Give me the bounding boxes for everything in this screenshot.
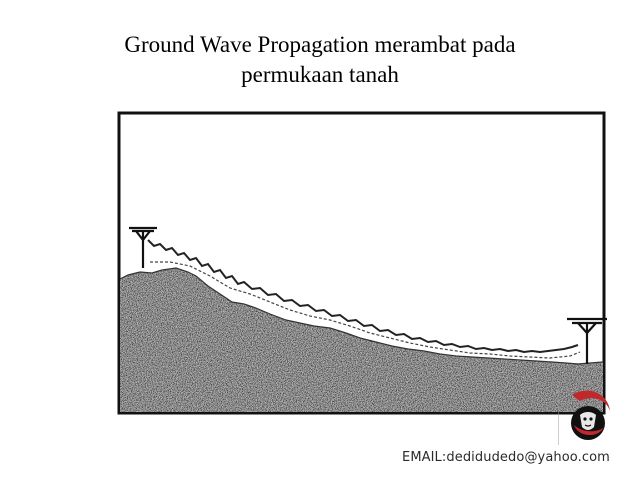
slide-title-line-1: Ground Wave Propagation merambat pada: [124, 32, 516, 57]
footer-email: EMAIL:dedidudedo@yahoo.com: [402, 450, 610, 465]
slide-title: Ground Wave Propagation merambat pada pe…: [60, 30, 580, 90]
earth-outline: [119, 267, 604, 365]
transmitter-antenna-icon: [129, 226, 157, 268]
author-logo-icon: [558, 385, 610, 445]
ground-wave-path: [147, 239, 579, 354]
receiver-antenna-icon: [567, 317, 607, 364]
ground-wave-lower-trace: [150, 261, 581, 359]
slide-title-line-2: permukaan tanah: [241, 62, 399, 87]
